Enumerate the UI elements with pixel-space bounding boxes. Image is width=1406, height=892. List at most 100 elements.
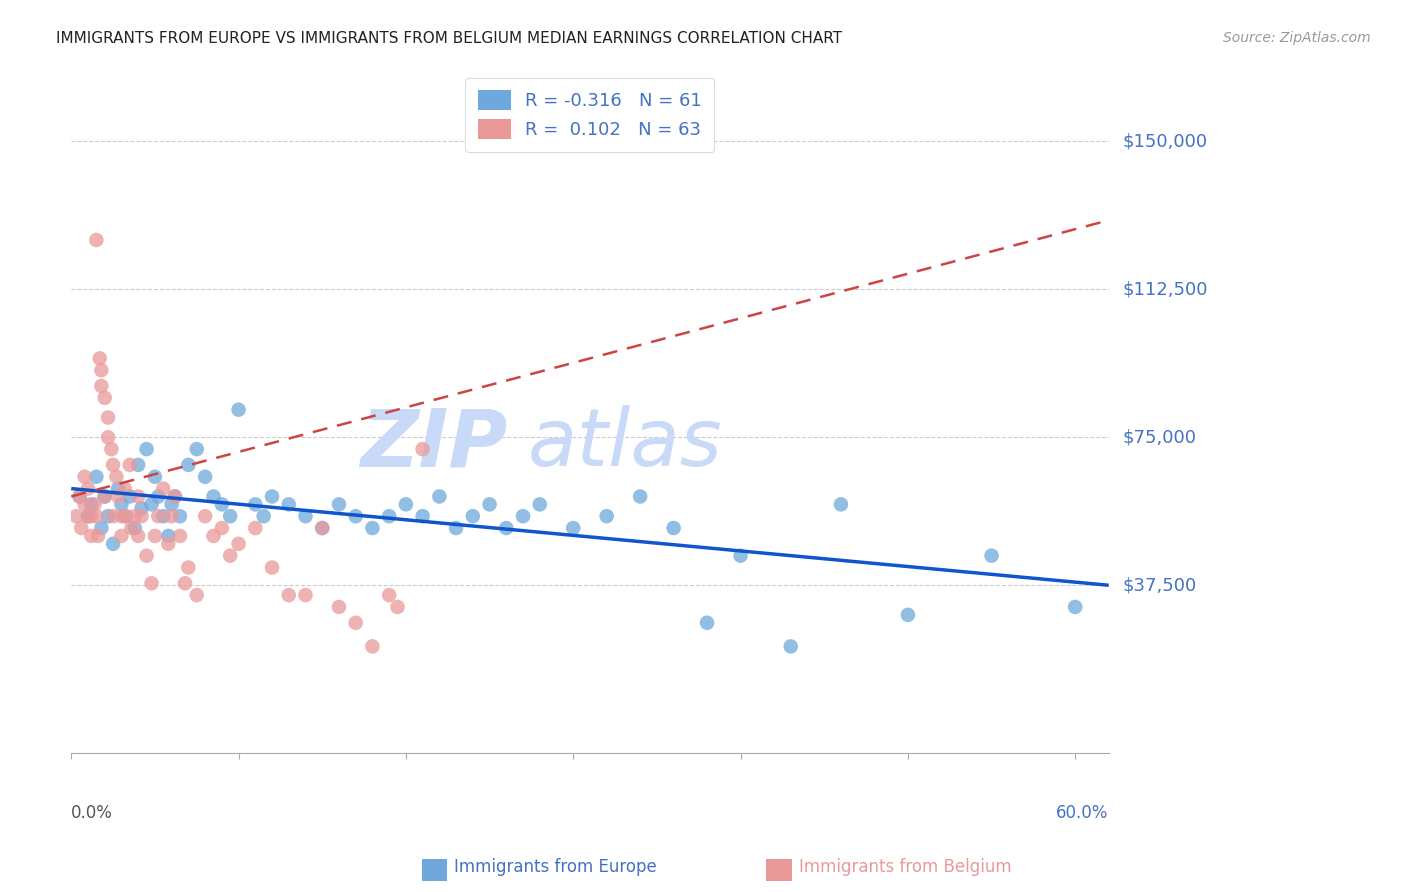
Point [311,521,333,535]
Point [177,458,200,472]
Point [135,442,157,456]
Point [83,497,105,511]
Text: $75,000: $75,000 [1122,428,1197,446]
Point [143,469,166,483]
Point [228,402,250,417]
Text: 60.0%: 60.0% [1056,805,1109,822]
Text: atlas: atlas [527,405,723,483]
Point [97,430,120,444]
Text: $112,500: $112,500 [1122,280,1208,298]
Point [101,537,124,551]
Point [169,529,191,543]
Point [495,521,517,535]
Point [277,497,299,511]
Point [124,521,146,535]
Point [127,490,149,504]
Point [219,549,242,563]
Point [127,529,149,543]
Point [427,490,450,504]
Point [152,482,174,496]
Point [124,509,146,524]
Point [628,490,651,504]
Point [186,588,208,602]
Point [105,469,128,483]
Point [311,521,333,535]
Point [562,521,585,535]
Point [260,560,283,574]
Point [344,615,367,630]
Point [114,482,136,496]
Point [70,521,93,535]
Point [202,529,225,543]
Text: $37,500: $37,500 [1122,576,1197,594]
Point [160,509,183,524]
Point [1064,599,1087,614]
Point [378,588,401,602]
Point [90,521,112,535]
Point [143,529,166,543]
Point [73,469,96,483]
Text: ZIP: ZIP [360,405,508,483]
Point [110,529,132,543]
Point [77,509,100,524]
Point [444,521,467,535]
Point [77,509,100,524]
Point [163,490,186,504]
Point [186,442,208,456]
Point [378,509,401,524]
Point [89,351,111,366]
Point [118,490,141,504]
Point [412,509,434,524]
Point [478,497,501,511]
Point [80,497,103,511]
Point [253,509,276,524]
Point [211,497,233,511]
Point [219,509,242,524]
Point [328,599,350,614]
Point [730,549,752,563]
Point [512,509,534,524]
Text: IMMIGRANTS FROM EUROPE VS IMMIGRANTS FROM BELGIUM MEDIAN EARNINGS CORRELATION CH: IMMIGRANTS FROM EUROPE VS IMMIGRANTS FRO… [56,31,842,46]
Point [93,391,115,405]
Point [90,379,112,393]
Text: Immigrants from Belgium: Immigrants from Belgium [799,858,1011,876]
Point [115,509,138,524]
Point [97,509,120,524]
Point [110,509,132,524]
Point [211,521,233,535]
Point [461,509,484,524]
Point [194,469,217,483]
Point [245,521,267,535]
Point [412,442,434,456]
Point [277,588,299,602]
Point [77,482,100,496]
Point [127,458,149,472]
Point [135,549,157,563]
Point [87,529,110,543]
Point [260,490,283,504]
Text: $150,000: $150,000 [1122,132,1208,151]
Text: Immigrants from Europe: Immigrants from Europe [454,858,657,876]
Point [980,549,1002,563]
Point [131,509,153,524]
Point [86,233,108,247]
Point [86,469,108,483]
Point [90,363,112,377]
Point [294,509,316,524]
Point [131,501,153,516]
Point [93,490,115,504]
Text: 0.0%: 0.0% [72,805,112,822]
Point [86,509,108,524]
Point [169,509,191,524]
Point [395,497,418,511]
Legend: R = -0.316   N = 61, R =  0.102   N = 63: R = -0.316 N = 61, R = 0.102 N = 63 [465,78,714,152]
Point [121,521,143,535]
Point [157,537,180,551]
Point [141,497,163,511]
Point [529,497,551,511]
Point [160,497,183,511]
Point [73,497,96,511]
Point [163,490,186,504]
Point [107,490,129,504]
Point [294,588,316,602]
